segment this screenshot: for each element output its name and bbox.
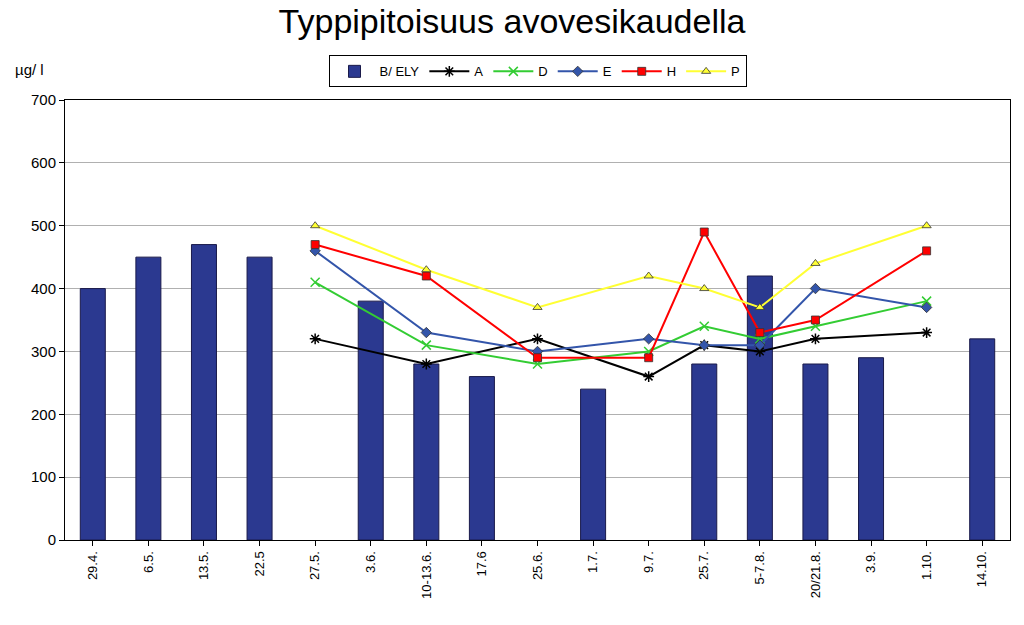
svg-text:E: E xyxy=(603,64,612,79)
svg-text:B/ ELY: B/ ELY xyxy=(380,64,420,79)
svg-text:100: 100 xyxy=(31,468,56,485)
svg-text:Typpipitoisuus avovesikaudella: Typpipitoisuus avovesikaudella xyxy=(279,2,746,40)
svg-text:300: 300 xyxy=(31,343,56,360)
svg-text:20/21.8.: 20/21.8. xyxy=(808,551,823,598)
svg-text:27.5.: 27.5. xyxy=(307,551,322,580)
svg-text:400: 400 xyxy=(31,280,56,297)
svg-text:500: 500 xyxy=(31,217,56,234)
svg-text:22.5: 22.5 xyxy=(252,551,267,576)
svg-text:25.6.: 25.6. xyxy=(530,551,545,580)
svg-text:H: H xyxy=(667,64,676,79)
svg-text:5-7.8.: 5-7.8. xyxy=(752,551,767,584)
svg-text:P: P xyxy=(731,64,740,79)
svg-text:13.5.: 13.5. xyxy=(196,551,211,580)
svg-text:10-13.6.: 10-13.6. xyxy=(419,551,434,599)
svg-text:9.7.: 9.7. xyxy=(641,551,656,573)
svg-text:25.7.: 25.7. xyxy=(696,551,711,580)
svg-text:0: 0 xyxy=(48,531,56,548)
svg-text:A: A xyxy=(474,64,483,79)
svg-text:3.6.: 3.6. xyxy=(363,551,378,573)
svg-text:1.10.: 1.10. xyxy=(919,551,934,580)
svg-text:14.10.: 14.10. xyxy=(974,551,989,587)
svg-text:17.6: 17.6 xyxy=(474,551,489,576)
svg-text:µg/ l: µg/ l xyxy=(15,61,44,78)
svg-text:6.5.: 6.5. xyxy=(141,551,156,573)
svg-text:1.7.: 1.7. xyxy=(585,551,600,573)
svg-text:3.9.: 3.9. xyxy=(863,551,878,573)
svg-text:D: D xyxy=(538,64,547,79)
svg-text:29.4.: 29.4. xyxy=(85,551,100,580)
svg-text:600: 600 xyxy=(31,154,56,171)
svg-text:700: 700 xyxy=(31,91,56,108)
svg-text:200: 200 xyxy=(31,406,56,423)
